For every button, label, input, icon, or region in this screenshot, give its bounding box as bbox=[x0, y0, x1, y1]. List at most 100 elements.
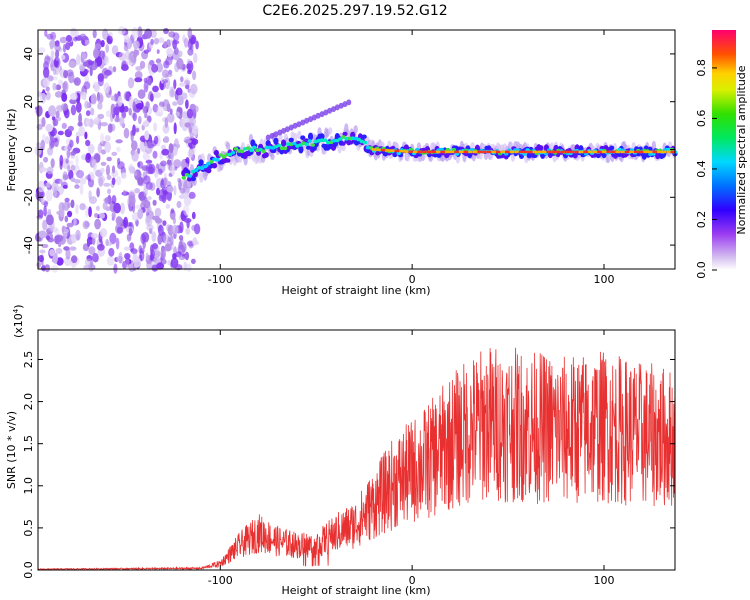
spectrogram-core bbox=[276, 143, 282, 148]
spectrogram-noise-blob bbox=[55, 234, 64, 242]
spectrogram-peak bbox=[569, 150, 574, 154]
spectrogram-noise-blob bbox=[135, 102, 144, 110]
spectrogram-peak bbox=[385, 149, 390, 152]
spectrogram-streak bbox=[323, 109, 329, 116]
spectrogram-streak bbox=[346, 99, 352, 106]
spectrogram-noise-blob bbox=[74, 184, 80, 189]
spectrogram-noise-blob bbox=[137, 26, 143, 38]
spectrogram-noise-blob bbox=[123, 91, 131, 101]
spectrogram-band bbox=[319, 133, 325, 140]
spectrogram-noise-blob bbox=[61, 122, 67, 129]
spectrogram-peak bbox=[555, 150, 561, 154]
snr-y-tick-label: 0.0 bbox=[22, 561, 35, 579]
spectrogram-peak bbox=[399, 149, 404, 153]
spectrogram-noise-blob bbox=[123, 246, 131, 251]
spectrogram-core bbox=[233, 147, 239, 151]
spectrogram-noise-blob bbox=[131, 140, 138, 151]
spectrogram-noise-blob bbox=[55, 110, 60, 119]
spectrogram-noise-blob bbox=[124, 253, 131, 260]
spectrogram-peak bbox=[634, 150, 639, 154]
spectrogram-noise-blob bbox=[133, 257, 142, 268]
colorbar-tick-label: 0.2 bbox=[695, 211, 708, 229]
spectrogram-noise-blob bbox=[75, 155, 79, 167]
spectrogram-noise-blob bbox=[145, 101, 150, 109]
spectrogram-noise-blob bbox=[176, 200, 182, 209]
spectrogram-y-tick-label: 40 bbox=[22, 47, 35, 61]
snr-frame bbox=[37, 329, 676, 571]
spectrogram-noise-blob bbox=[185, 99, 189, 109]
spectrogram-peak bbox=[514, 150, 519, 154]
spectrogram-peak bbox=[394, 149, 399, 153]
spectrogram-core bbox=[322, 138, 328, 143]
spectrogram-noise-blob bbox=[178, 178, 182, 191]
spectrogram-noise-blob bbox=[188, 191, 196, 199]
spectrogram-noise-blob bbox=[75, 55, 81, 66]
spectrogram-noise-blob bbox=[153, 256, 160, 264]
spectrogram-noise-blob bbox=[39, 249, 46, 254]
spectrogram-noise-blob bbox=[78, 126, 85, 137]
spectrogram-noise-blob bbox=[100, 40, 105, 48]
spectrogram-noise-blob bbox=[187, 149, 193, 158]
spectrogram-noise-blob bbox=[168, 143, 174, 154]
spectrogram-noise-blob bbox=[44, 264, 51, 273]
spectrogram-noise-blob bbox=[67, 143, 72, 152]
spectrogram-x-ticks: -100 0 100 bbox=[208, 30, 615, 286]
spectrogram-noise-blob bbox=[139, 60, 146, 69]
spectrogram-peak bbox=[445, 150, 450, 154]
spectrogram-noise-blob bbox=[167, 259, 171, 266]
spectrogram-noise-blob bbox=[60, 103, 69, 111]
spectrogram-noise-blob bbox=[178, 235, 184, 241]
spectrogram-noise-blob bbox=[46, 235, 50, 240]
spectrogram-peak bbox=[523, 150, 528, 154]
spectrogram-noise-blob bbox=[123, 216, 129, 228]
spectrogram-noise-blob bbox=[59, 154, 64, 166]
spectrogram-band bbox=[348, 140, 354, 145]
spectrogram-noise-blob bbox=[115, 216, 123, 226]
spectrogram-noise-blob bbox=[111, 165, 116, 174]
spectrogram-noise-blob bbox=[173, 146, 178, 157]
spectrogram-noise-blob bbox=[166, 159, 172, 166]
spectrogram-noise-blob bbox=[153, 91, 162, 99]
spectrogram-x-tick-label: 100 bbox=[594, 273, 615, 286]
spectrogram-noise-blob bbox=[78, 177, 87, 185]
spectrogram-core bbox=[439, 147, 444, 152]
spectrogram-peak bbox=[376, 148, 381, 152]
spectrogram-noise-blob bbox=[80, 91, 87, 100]
spectrogram-noise-blob bbox=[64, 215, 69, 223]
spectrogram-peak bbox=[546, 150, 551, 154]
spectrogram-noise-blob bbox=[46, 214, 54, 226]
spectrogram-peak bbox=[638, 150, 643, 154]
spectrogram-noise-blob bbox=[106, 256, 115, 266]
spectrogram-noise-blob bbox=[123, 34, 130, 43]
spectrogram-peak bbox=[431, 150, 436, 154]
spectrogram-noise-blob bbox=[133, 170, 138, 177]
spectrogram-noise-blob bbox=[53, 56, 61, 69]
snr-series-line bbox=[37, 347, 676, 571]
spectrogram-noise-blob bbox=[134, 77, 143, 83]
snr-y-tick-label: 2.0 bbox=[22, 393, 35, 411]
spectrogram-peak bbox=[583, 150, 588, 154]
spectrogram-noise-blob bbox=[103, 182, 111, 187]
spectrogram-peak bbox=[532, 150, 538, 154]
spectrogram-core bbox=[215, 157, 220, 162]
spectrogram-noise-blob bbox=[127, 77, 135, 89]
spectrogram-noise-blob bbox=[84, 39, 90, 45]
spectrogram-core bbox=[249, 148, 254, 152]
spectrogram-noise-blob bbox=[59, 36, 68, 44]
spectrogram-noise-blob bbox=[116, 226, 123, 234]
spectrogram-noise-blob bbox=[158, 37, 165, 44]
spectrogram-noise-blob bbox=[36, 261, 41, 269]
spectrogram-noise-blob bbox=[158, 224, 164, 236]
spectrogram-noise-blob bbox=[45, 91, 51, 101]
spectrogram-noise-blob bbox=[103, 82, 111, 94]
spectrogram-noise-blob bbox=[47, 225, 54, 231]
spectrogram-noise-blob bbox=[106, 35, 113, 45]
spectrogram-y-tick-label: 20 bbox=[22, 95, 35, 109]
spectrogram-core bbox=[663, 147, 668, 152]
spectrogram-marks bbox=[34, 26, 678, 274]
snr-panel: -100 0 100 0.0 0.5 1.0 1.5 2.0 2.5 Height of st… bbox=[5, 304, 676, 597]
spectrogram-noise-blob bbox=[131, 27, 139, 39]
spectrogram-streak bbox=[319, 111, 325, 118]
spectrogram-noise-blob bbox=[43, 156, 49, 163]
snr-plot-area bbox=[38, 330, 675, 570]
